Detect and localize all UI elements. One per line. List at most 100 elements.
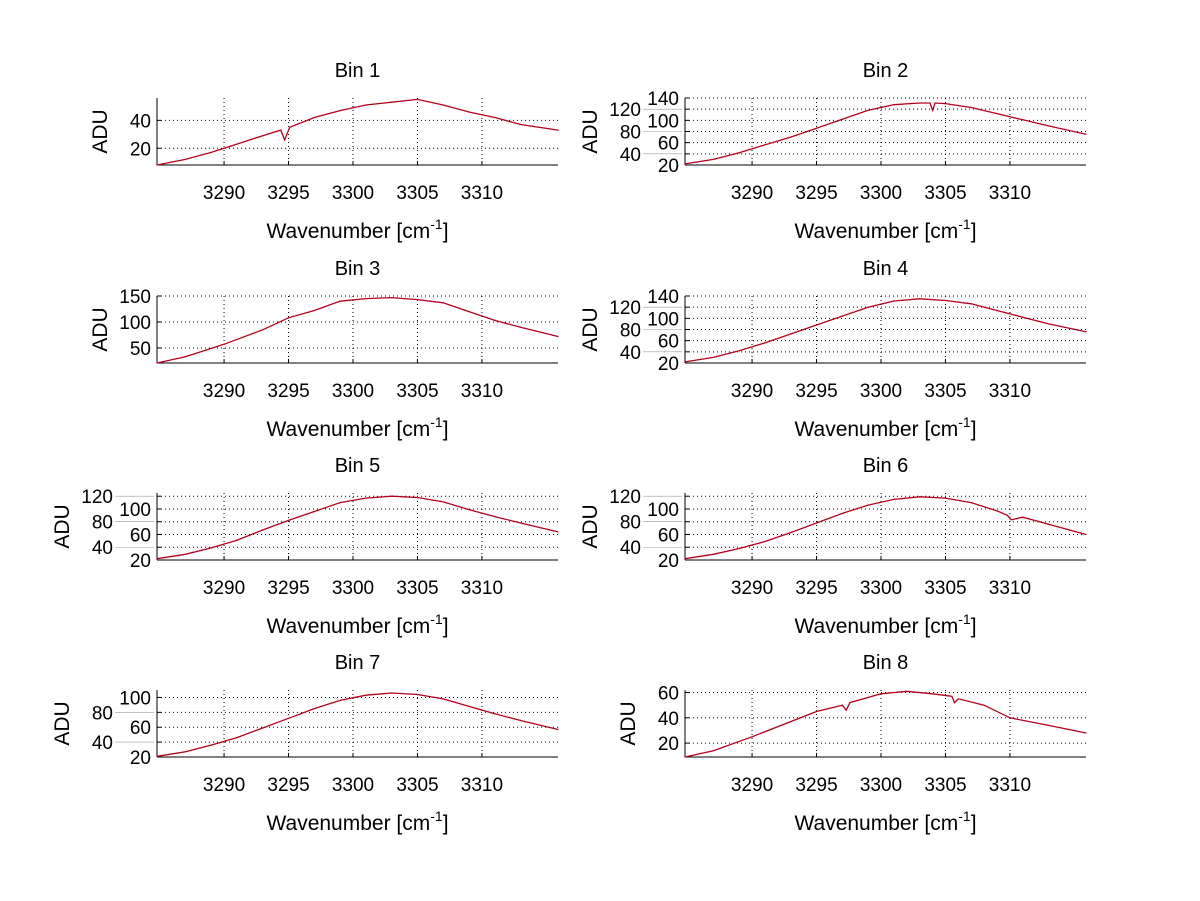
data-point [712, 553, 714, 555]
data-point [416, 693, 419, 696]
data-point [790, 531, 792, 534]
data-point [156, 755, 158, 757]
x-tick-label: 3290 [203, 183, 245, 204]
data-point [1085, 331, 1087, 333]
data-point [944, 102, 947, 105]
y-axis-label: ADU [579, 307, 602, 351]
x-tick-label: 3305 [396, 578, 438, 599]
y-tick-label: 120 [609, 487, 641, 508]
data-point [416, 299, 419, 301]
y-axis-label: ADU [51, 504, 74, 548]
data-point [287, 519, 290, 522]
x-tick-label: 3290 [731, 775, 773, 796]
data-point [1022, 316, 1024, 318]
x-axis-label-superscript: -1 [958, 216, 971, 232]
x-axis-label-text: Wavenumber [cm [794, 615, 958, 638]
data-point [764, 342, 766, 344]
data-point [365, 694, 367, 696]
y-tick-label: 40 [620, 145, 641, 166]
x-tick-label: 3295 [795, 381, 837, 402]
data-point [919, 298, 921, 300]
y-tick-label: 40 [92, 538, 113, 559]
data-point [287, 317, 290, 319]
data-point [520, 123, 522, 126]
y-tick-label: 60 [658, 525, 679, 546]
data-point [845, 709, 847, 711]
data-point [339, 699, 341, 702]
data-point [934, 102, 936, 104]
data-point [751, 736, 753, 738]
data-point [1010, 519, 1012, 521]
x-tick-label: 3310 [989, 578, 1031, 599]
x-tick-label: 3310 [461, 381, 503, 402]
x-tick-label: 3305 [924, 183, 966, 204]
data-point [494, 516, 496, 518]
data-point [841, 512, 843, 515]
data-point [236, 539, 238, 541]
subplot-bin-7: 3290 3295 3300 3305 3310 20 40 60 80 100 Bin 7 ADU W… [51, 652, 559, 835]
data-point [867, 109, 869, 111]
series-line-bin-2 [684, 102, 1087, 165]
x-axis-label-text: Wavenumber [cm [266, 812, 430, 835]
data-point [684, 163, 686, 165]
x-axis-label-text: Wavenumber [cm [794, 220, 958, 243]
x-axis-label-end: ] [443, 615, 449, 638]
data-point [339, 300, 341, 302]
x-tick-label: 3300 [332, 183, 374, 204]
series-line-bin-1 [156, 98, 559, 166]
data-point [520, 326, 522, 328]
data-point [906, 690, 908, 692]
data-point [262, 135, 264, 137]
data-point [210, 744, 212, 746]
data-point [867, 504, 869, 506]
x-tick-label: 3305 [396, 183, 438, 204]
y-tick-label: 150 [119, 287, 151, 308]
x-axis-label-text: Wavenumber [cm [266, 418, 430, 441]
x-axis-label-end: ] [443, 812, 449, 835]
x-tick-label: 3310 [989, 775, 1031, 796]
data-point [156, 362, 158, 364]
x-tick-label: 3310 [461, 578, 503, 599]
data-point [764, 540, 766, 543]
data-point [1085, 732, 1087, 734]
y-tick-label: 20 [130, 551, 151, 572]
x-axis-label-superscript: -1 [430, 808, 443, 824]
data-point [416, 98, 419, 100]
data-point [893, 498, 895, 500]
x-tick-label: 3290 [203, 775, 245, 796]
data-point [867, 306, 869, 308]
y-tick-label: 60 [658, 684, 679, 705]
x-axis-label-superscript: -1 [958, 414, 971, 430]
y-tick-label: 40 [92, 733, 113, 754]
y-tick-label: 120 [609, 100, 641, 121]
data-point [468, 705, 470, 707]
data-point [953, 702, 956, 704]
data-point [790, 721, 792, 723]
data-point [1048, 323, 1050, 325]
subplot-title: Bin 2 [863, 60, 909, 82]
x-axis-label-superscript: -1 [958, 611, 971, 627]
data-point [738, 350, 740, 352]
x-axis-label-end: ] [443, 418, 449, 441]
data-point [684, 361, 686, 363]
x-axis-label-end: ] [971, 220, 977, 243]
data-point [339, 501, 341, 504]
data-point [712, 356, 714, 359]
data-point [313, 309, 315, 312]
data-point [1009, 717, 1011, 719]
data-point [210, 547, 212, 549]
data-point [764, 144, 766, 146]
data-point [236, 737, 238, 739]
data-point [520, 719, 522, 722]
x-axis-label: Wavenumber [cm-1] [266, 414, 448, 441]
data-point [1022, 516, 1024, 518]
data-point [442, 501, 444, 503]
x-tick-label: 3305 [924, 578, 966, 599]
x-axis-label-superscript: -1 [430, 216, 443, 232]
y-tick-label: 100 [119, 313, 151, 334]
x-axis-label: Wavenumber [cm-1] [266, 611, 448, 638]
series-line-bin-6 [684, 496, 1087, 560]
data-point [931, 109, 934, 111]
data-point [468, 508, 470, 511]
